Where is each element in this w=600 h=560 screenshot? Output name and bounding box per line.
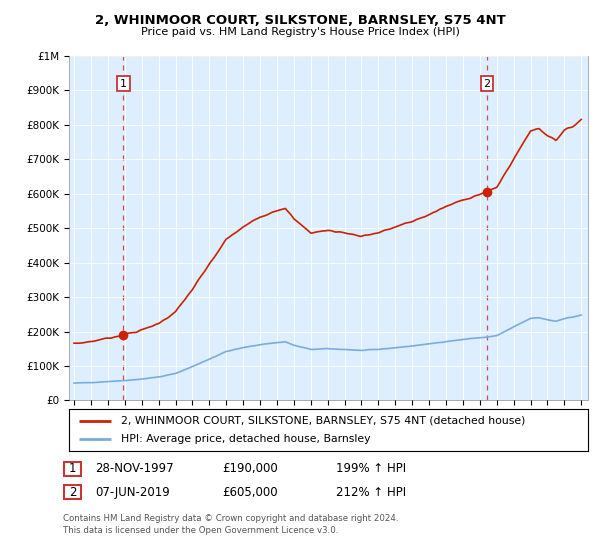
Text: 2: 2 xyxy=(69,486,76,499)
Text: 28-NOV-1997: 28-NOV-1997 xyxy=(95,462,173,475)
Text: 2, WHINMOOR COURT, SILKSTONE, BARNSLEY, S75 4NT: 2, WHINMOOR COURT, SILKSTONE, BARNSLEY, … xyxy=(95,14,505,27)
Text: Price paid vs. HM Land Registry's House Price Index (HPI): Price paid vs. HM Land Registry's House … xyxy=(140,27,460,37)
Text: 07-JUN-2019: 07-JUN-2019 xyxy=(95,486,170,499)
Text: 199% ↑ HPI: 199% ↑ HPI xyxy=(336,462,406,475)
Text: £605,000: £605,000 xyxy=(222,486,278,499)
Text: 2: 2 xyxy=(484,78,490,88)
Text: 1: 1 xyxy=(120,78,127,88)
Text: HPI: Average price, detached house, Barnsley: HPI: Average price, detached house, Barn… xyxy=(121,435,370,445)
Text: £190,000: £190,000 xyxy=(222,462,278,475)
Text: Contains HM Land Registry data © Crown copyright and database right 2024.
This d: Contains HM Land Registry data © Crown c… xyxy=(63,514,398,535)
Text: 212% ↑ HPI: 212% ↑ HPI xyxy=(336,486,406,499)
Text: 1: 1 xyxy=(69,462,76,475)
Text: 2, WHINMOOR COURT, SILKSTONE, BARNSLEY, S75 4NT (detached house): 2, WHINMOOR COURT, SILKSTONE, BARNSLEY, … xyxy=(121,416,525,426)
